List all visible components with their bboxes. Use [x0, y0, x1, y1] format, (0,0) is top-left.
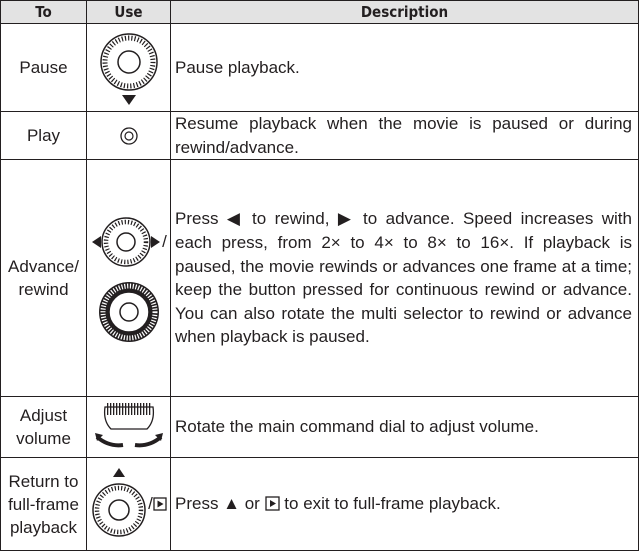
description-cell: Press ▲ or to exit to full-frame playbac… [170, 457, 639, 551]
multi-selector-icon [92, 468, 146, 537]
use-cell: / [86, 159, 171, 398]
header: Use [86, 0, 171, 24]
ok-button-icon [119, 126, 138, 145]
playback-button-icon [264, 496, 280, 512]
to-cell: Advance/ rewind [0, 159, 87, 398]
row: Return to full-frame playback / Press ▲ … [0, 457, 639, 551]
description-cell: Resume playback when the movie is paused… [170, 110, 639, 161]
to-cell: Pause [0, 23, 87, 112]
playback-button-icon [153, 497, 167, 511]
rotary-selector-icon [98, 282, 159, 343]
description-text: to exit to full-frame playback. [279, 494, 501, 514]
use-cell: / [86, 457, 171, 551]
header-row: To Use Description [0, 0, 639, 24]
use-cell [86, 23, 171, 112]
description-text: Press ▲ or [175, 494, 265, 514]
row: Advance/ rewind / Press ◀ to rewind, ▶ t… [0, 159, 639, 398]
use-cell [86, 110, 171, 161]
header: To [0, 0, 87, 24]
multi-selector-icon [92, 217, 161, 267]
row: Play Resume playback when the movie is p… [0, 110, 639, 161]
separator: / [162, 232, 167, 252]
row: Pause Pause playback. [0, 23, 639, 112]
use-cell [86, 396, 171, 459]
to-cell: Adjust volume [0, 396, 87, 459]
header: Description [170, 0, 639, 24]
to-cell: Return to full-frame playback [0, 457, 87, 551]
to-cell: Play [0, 110, 87, 161]
separator: / [148, 494, 153, 514]
multi-selector-icon [99, 32, 158, 105]
row: Adjust volume Rotate the main command di… [0, 396, 639, 459]
description-cell: Press ◀ to rewind, ▶ to advance. Speed i… [170, 159, 639, 398]
description-cell: Pause playback. [170, 23, 639, 112]
description-cell: Rotate the main command dial to adjust v… [170, 396, 639, 459]
command-dial-icon [94, 403, 163, 448]
